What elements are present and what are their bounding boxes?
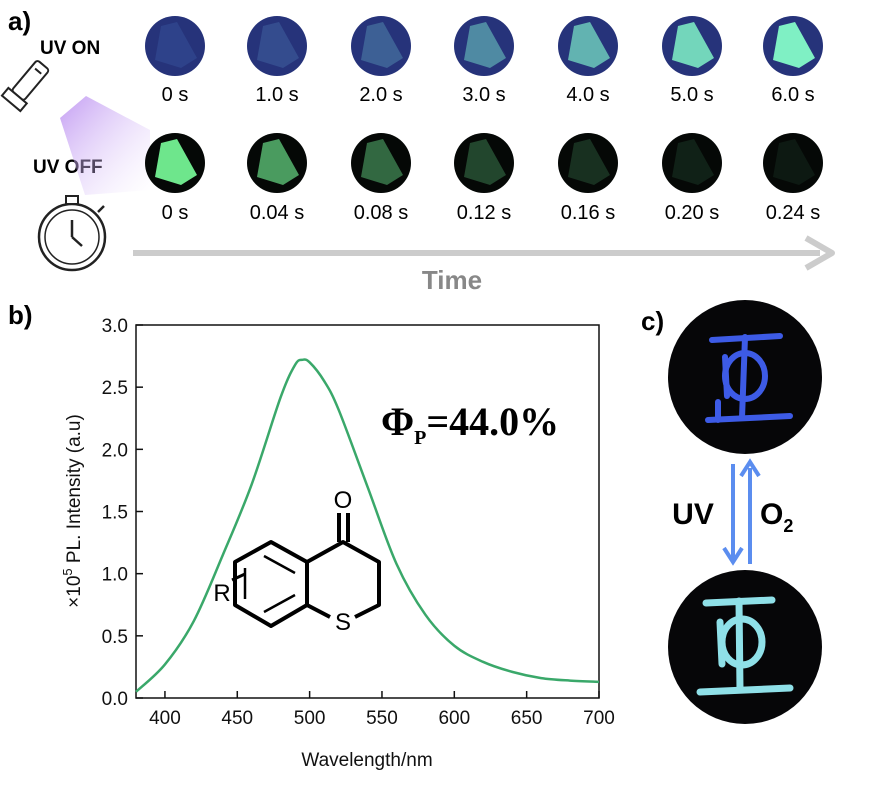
y-axis-ticks: 0.0 0.5 1.0 1.5 2.0 2.5 3.0 (102, 316, 143, 710)
x-tick-label: 650 (511, 708, 543, 729)
uv-off-sample-1 (247, 133, 307, 193)
uv-on-sample-5 (662, 16, 722, 76)
y-axis-title: ×105 PL. Intensity (a.u) (60, 414, 85, 608)
uv-off-time-label: 0.04 s (249, 202, 305, 224)
uv-on-time-label: 5.0 s (670, 84, 714, 106)
uv-off-time-label: 0.20 s (664, 202, 720, 224)
panel-a-label: a) (8, 6, 32, 36)
uv-on-time-label: 4.0 s (566, 84, 610, 106)
panel-b-label: b) (8, 300, 33, 330)
uv-on-sample-6 (763, 16, 823, 76)
x-tick-label: 600 (438, 708, 470, 729)
carbonyl-oxygen-label: O (334, 487, 353, 514)
reversible-arrows (722, 458, 761, 566)
uv-off-sample-4 (558, 133, 618, 193)
time-arrow-label: Time (422, 265, 482, 295)
time-arrowhead (804, 235, 835, 271)
o2-arrow-label: O2 (760, 498, 793, 536)
uv-off-sample-2 (351, 133, 411, 193)
uv-beam (60, 96, 150, 195)
uv-off-sample-0 (145, 133, 205, 193)
uv-on-sample-4 (558, 16, 618, 76)
x-tick-label: 500 (294, 708, 326, 729)
uv-off-time-label: 0.24 s (765, 202, 821, 224)
thiochromanone-structure (233, 513, 381, 628)
uv-on-sample-1 (247, 16, 307, 76)
panel-c-label: c) (641, 306, 665, 336)
sample-photo-after-o2 (668, 570, 822, 724)
y-tick-label: 2.0 (102, 440, 128, 461)
substituent-label: R (213, 580, 230, 607)
uv-on-sample-0 (145, 16, 205, 76)
y-tick-label: 2.5 (102, 378, 128, 399)
uv-off-time-label: 0.16 s (560, 202, 616, 224)
uv-on-time-label: 3.0 s (462, 84, 506, 106)
x-tick-label: 450 (221, 708, 253, 729)
x-tick-label: 550 (366, 708, 398, 729)
quantum-yield-label: ΦP=44.0% (381, 399, 560, 449)
uv-arrow-label: UV (672, 498, 714, 531)
uv-on-time-label: 0 s (161, 84, 189, 106)
uv-off-sample-6 (763, 133, 823, 193)
sample-photo-uv-on (668, 300, 822, 454)
uv-on-time-label: 2.0 s (359, 84, 403, 106)
sulfur-label: S (335, 609, 351, 636)
uv-on-time-label: 6.0 s (771, 84, 815, 106)
uv-off-time-label: 0 s (161, 202, 189, 224)
uv-off-time-label: 0.12 s (456, 202, 512, 224)
x-axis-title: Wavelength/nm (301, 750, 432, 771)
x-tick-label: 400 (149, 708, 181, 729)
uv-off-sample-5 (662, 133, 722, 193)
x-tick-label: 700 (583, 708, 615, 729)
uv-off-sample-row (145, 133, 823, 193)
stopwatch-icon (37, 195, 107, 272)
y-tick-label: 0.5 (102, 627, 128, 648)
uv-on-time-label: 1.0 s (255, 84, 299, 106)
y-tick-label: 1.5 (102, 503, 128, 524)
y-tick-label: 1.0 (102, 565, 128, 586)
uv-on-sample-3 (454, 16, 514, 76)
uv-off-time-label: 0.08 s (353, 202, 409, 224)
flashlight-icon (0, 60, 50, 113)
y-tick-label: 3.0 (102, 316, 128, 337)
substituent-bond (231, 572, 246, 582)
x-axis-ticks: 400 450 500 550 600 650 700 (149, 691, 615, 729)
uv-on-sample-2 (351, 16, 411, 76)
uv-on-label: UV ON (40, 38, 101, 59)
uv-on-sample-row (145, 16, 823, 76)
pl-spectrum-line (135, 358, 600, 693)
uv-off-sample-3 (454, 133, 514, 193)
y-tick-label: 0.0 (102, 689, 128, 710)
